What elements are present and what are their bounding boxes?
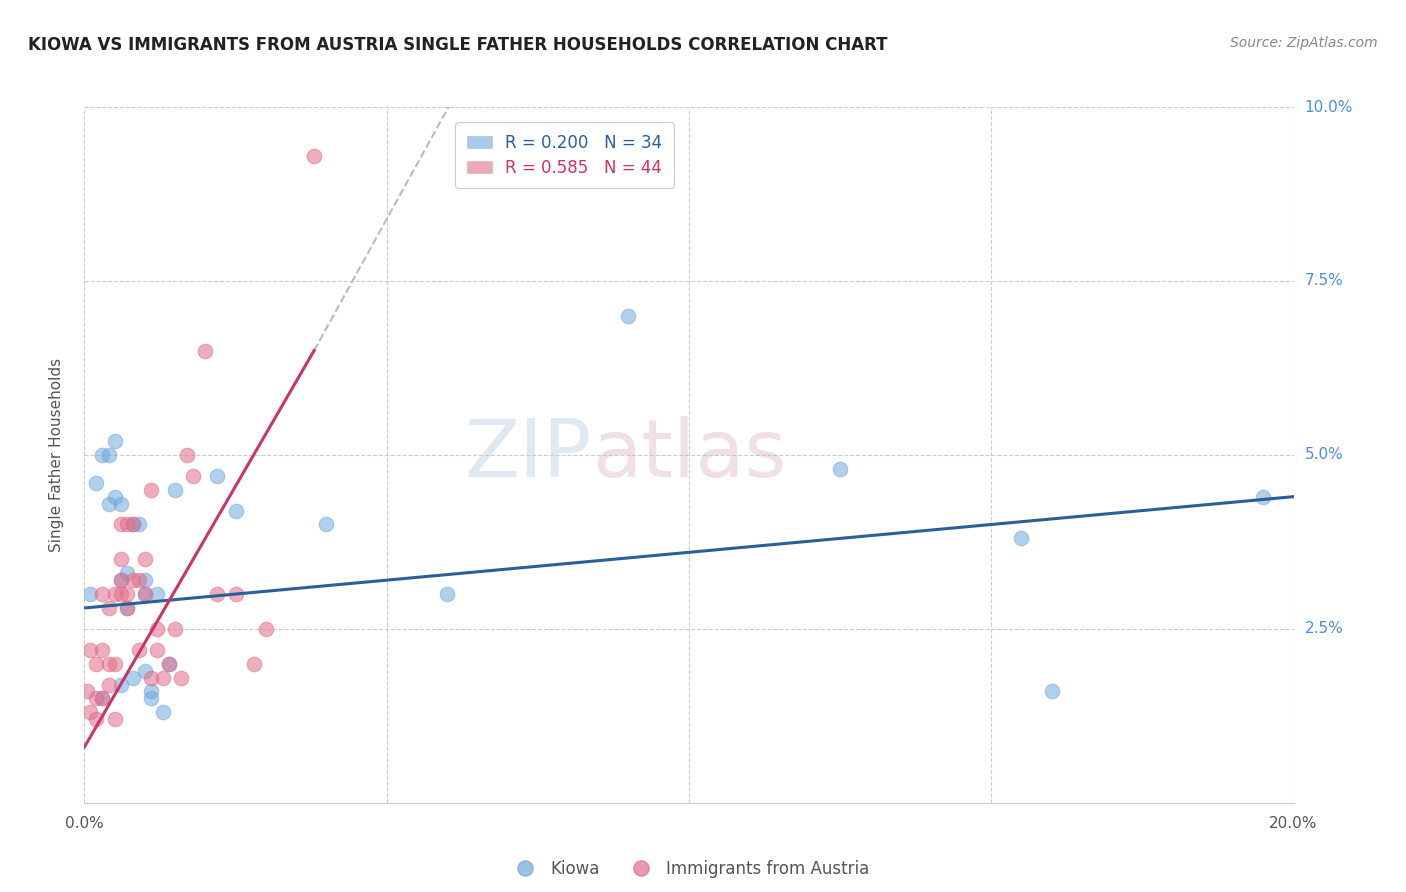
- Point: [170, 671, 193, 685]
- Point: [110, 517, 132, 532]
- Point: [121, 517, 143, 532]
- Point: [97, 677, 120, 691]
- Point: [1010, 532, 1032, 546]
- Point: [110, 573, 132, 587]
- Point: [91, 448, 114, 462]
- Point: [436, 587, 458, 601]
- Text: 5.0%: 5.0%: [1305, 448, 1343, 462]
- Point: [91, 587, 114, 601]
- Point: [302, 149, 325, 163]
- Point: [617, 309, 640, 323]
- Point: [163, 622, 186, 636]
- Point: [134, 664, 156, 678]
- Point: [115, 587, 138, 601]
- Point: [134, 573, 156, 587]
- Point: [128, 517, 150, 532]
- Point: [152, 671, 174, 685]
- Text: 2.5%: 2.5%: [1305, 622, 1343, 636]
- Point: [1040, 684, 1063, 698]
- Point: [139, 684, 162, 698]
- Point: [146, 622, 169, 636]
- Text: 7.5%: 7.5%: [1305, 274, 1343, 288]
- Point: [91, 642, 114, 657]
- Point: [152, 706, 174, 720]
- Point: [115, 601, 138, 615]
- Point: [134, 587, 156, 601]
- Point: [91, 691, 114, 706]
- Point: [91, 691, 114, 706]
- Point: [76, 684, 98, 698]
- Legend: Kiowa, Immigrants from Austria: Kiowa, Immigrants from Austria: [502, 854, 876, 885]
- Point: [134, 552, 156, 566]
- Point: [104, 434, 127, 448]
- Point: [110, 677, 132, 691]
- Point: [86, 712, 108, 726]
- Text: KIOWA VS IMMIGRANTS FROM AUSTRIA SINGLE FATHER HOUSEHOLDS CORRELATION CHART: KIOWA VS IMMIGRANTS FROM AUSTRIA SINGLE …: [28, 36, 887, 54]
- Point: [110, 573, 132, 587]
- Point: [79, 642, 101, 657]
- Point: [86, 657, 108, 671]
- Point: [97, 497, 120, 511]
- Point: [157, 657, 180, 671]
- Point: [146, 642, 169, 657]
- Point: [79, 587, 101, 601]
- Text: 10.0%: 10.0%: [1305, 100, 1353, 114]
- Point: [97, 657, 120, 671]
- Point: [242, 657, 264, 671]
- Text: Source: ZipAtlas.com: Source: ZipAtlas.com: [1230, 36, 1378, 50]
- Point: [110, 587, 132, 601]
- Point: [121, 573, 143, 587]
- Point: [115, 601, 138, 615]
- Point: [225, 503, 247, 517]
- Point: [176, 448, 198, 462]
- Y-axis label: Single Father Households: Single Father Households: [49, 358, 63, 552]
- Point: [121, 671, 143, 685]
- Text: atlas: atlas: [592, 416, 786, 494]
- Point: [104, 490, 127, 504]
- Point: [110, 497, 132, 511]
- Point: [207, 587, 229, 601]
- Point: [128, 573, 150, 587]
- Point: [121, 517, 143, 532]
- Point: [194, 343, 217, 358]
- Point: [134, 587, 156, 601]
- Point: [163, 483, 186, 497]
- Point: [139, 691, 162, 706]
- Point: [139, 671, 162, 685]
- Point: [97, 601, 120, 615]
- Point: [104, 712, 127, 726]
- Point: [146, 587, 169, 601]
- Point: [128, 642, 150, 657]
- Point: [97, 448, 120, 462]
- Point: [115, 566, 138, 581]
- Point: [181, 468, 204, 483]
- Text: ZIP: ZIP: [465, 416, 592, 494]
- Point: [79, 706, 101, 720]
- Point: [1251, 490, 1274, 504]
- Point: [104, 657, 127, 671]
- Point: [110, 552, 132, 566]
- Point: [115, 517, 138, 532]
- Point: [254, 622, 277, 636]
- Point: [86, 691, 108, 706]
- Point: [139, 483, 162, 497]
- Point: [86, 475, 108, 490]
- Point: [207, 468, 229, 483]
- Point: [157, 657, 180, 671]
- Point: [315, 517, 337, 532]
- Point: [830, 462, 852, 476]
- Point: [225, 587, 247, 601]
- Point: [104, 587, 127, 601]
